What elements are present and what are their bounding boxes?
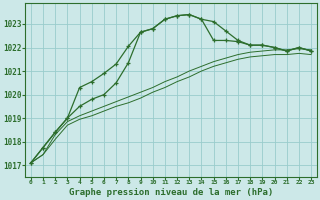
X-axis label: Graphe pression niveau de la mer (hPa): Graphe pression niveau de la mer (hPa) — [69, 188, 273, 197]
